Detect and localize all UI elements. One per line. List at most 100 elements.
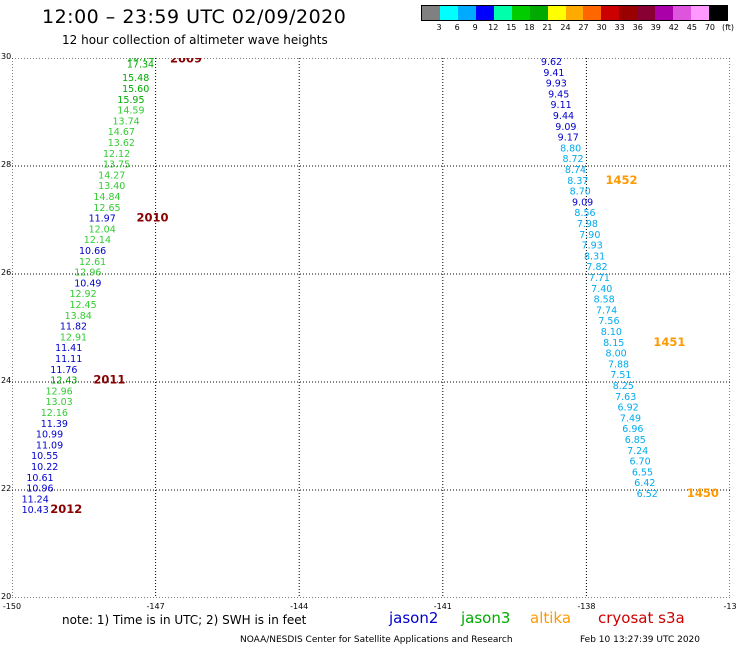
wave-height-label: 11.11 — [55, 354, 82, 365]
x-tick-label: -138 — [577, 602, 596, 611]
map-subtitle: 12 hour collection of altimeter wave hei… — [62, 33, 328, 47]
wave-height-label: 16.74 — [127, 58, 154, 64]
wave-height-label: 6.70 — [629, 457, 650, 468]
mission-cryosat: cryosat s3a — [598, 609, 685, 627]
wave-height-label: 10.22 — [31, 462, 58, 473]
mission-altika: altika — [530, 609, 572, 627]
wave-height-label: 12.45 — [69, 300, 96, 311]
wave-height-label: 12.04 — [89, 224, 116, 235]
mission-jason3: jason3 — [461, 609, 511, 627]
time-stamp-label: 1450 — [687, 486, 719, 500]
legend-swatch — [529, 6, 548, 20]
wave-height-label: 13.84 — [65, 311, 92, 322]
wave-height-label: 12.96 — [74, 268, 101, 279]
wave-height-label: 11.76 — [50, 365, 77, 376]
legend-label: 36 — [632, 23, 643, 32]
wave-height-label: 12.92 — [69, 289, 96, 300]
color-legend: 3 6 9 12 15 18 21 24 27 30 33 36 39 42 45 70 (ft) — [421, 5, 735, 35]
legend-swatch — [619, 6, 638, 20]
y-tick-label: 30 — [1, 52, 12, 61]
legend-label: 21 — [542, 23, 553, 32]
legend-label: 42 — [668, 23, 679, 32]
wave-height-label: 9.11 — [551, 100, 572, 111]
wave-height-label: 15.48 — [122, 73, 149, 84]
legend-swatch — [601, 6, 620, 20]
legend-labels: 3 6 9 12 15 18 21 24 27 30 33 36 39 42 45 70 (ft) — [421, 21, 735, 35]
wave-height-label: 15.60 — [122, 84, 149, 95]
y-tick-label: 20 — [1, 592, 12, 601]
footer-credit: NOAA/NESDIS Center for Satellite Applica… — [240, 635, 513, 645]
wave-height-label: 8.70 — [570, 187, 591, 198]
y-tick-label: 28 — [1, 160, 12, 169]
legend-swatch — [583, 6, 602, 20]
x-tick-label: -147 — [146, 602, 165, 611]
wave-height-label: 8.74 — [565, 165, 586, 176]
wave-height-label: 10.96 — [26, 484, 53, 495]
wave-height-label: 11.39 — [41, 419, 68, 430]
wave-height-label: 6.92 — [618, 403, 639, 414]
wave-height-label: 8.58 — [594, 295, 615, 306]
wave-height-label: 8.15 — [603, 338, 624, 349]
wave-height-label: 12.61 — [79, 257, 106, 268]
wave-height-label: 8.56 — [574, 208, 595, 219]
legend-swatch — [691, 6, 709, 20]
wave-height-label: 14.84 — [93, 192, 120, 203]
wave-height-label: 9.17 — [558, 133, 579, 144]
legend-label: 6 — [454, 23, 460, 32]
wave-height-label: 6.42 — [634, 478, 655, 489]
map-title: 12:00 – 23:59 UTC 02/09/2020 — [42, 6, 347, 28]
wave-height-label: 10.55 — [31, 451, 58, 462]
wave-height-label: 7.93 — [582, 241, 603, 252]
legend-label: 27 — [578, 23, 589, 32]
wave-height-label: 8.37 — [567, 176, 588, 187]
legend-swatch — [637, 6, 656, 20]
legend-swatch — [511, 6, 530, 20]
note-text: note: 1) Time is in UTC; 2) SWH is in fe… — [62, 613, 307, 627]
wave-height-label: 8.72 — [562, 154, 583, 165]
legend-label: 24 — [560, 23, 571, 32]
time-stamp-label: 2012 — [50, 502, 82, 516]
legend-swatch — [439, 6, 458, 20]
wave-height-label: 7.49 — [620, 413, 641, 424]
wave-height-label: 9.09 — [572, 197, 593, 208]
wave-height-label: 7.74 — [596, 305, 617, 316]
legend-swatch — [493, 6, 512, 20]
y-tick-label: 24 — [1, 376, 12, 385]
wave-height-label: 8.31 — [584, 251, 605, 262]
wave-height-label: 8.80 — [560, 143, 581, 154]
wave-height-label: 9.41 — [543, 68, 564, 79]
wave-height-label: 6.85 — [625, 435, 646, 446]
legend-label: 12 — [488, 23, 499, 32]
y-tick-label: 26 — [1, 268, 12, 277]
footer-timestamp: Feb 10 13:27:39 UTC 2020 — [580, 635, 700, 645]
wave-height-label: 10.49 — [74, 278, 101, 289]
wave-height-label: 11.41 — [55, 343, 82, 354]
mission-jason2: jason2 — [389, 609, 439, 627]
legend-label: 18 — [524, 23, 535, 32]
wave-height-label: 12.91 — [60, 332, 87, 343]
wave-height-label: 9.09 — [555, 122, 576, 133]
wave-height-label: 6.55 — [632, 467, 653, 478]
wave-height-label: 14.27 — [98, 170, 125, 181]
x-tick-label: -144 — [290, 602, 309, 611]
wave-height-label: 9.93 — [546, 79, 567, 90]
wave-height-label: 12.16 — [41, 408, 68, 419]
wave-height-label: 7.51 — [610, 370, 631, 381]
time-stamp-label: 2011 — [93, 373, 125, 387]
time-stamp-label: 2009 — [170, 58, 202, 65]
wave-height-label: 8.25 — [613, 381, 634, 392]
wave-height-label: 11.82 — [60, 322, 87, 333]
legend-swatch — [673, 6, 692, 20]
wave-height-label: 10.99 — [36, 430, 63, 441]
wave-height-label: 7.63 — [615, 392, 636, 403]
wave-height-label: 9.44 — [553, 111, 574, 122]
legend-swatch — [565, 6, 584, 20]
legend-label: 33 — [614, 23, 625, 32]
time-stamp-label: 1452 — [606, 173, 638, 187]
wave-height-label: 9.62 — [541, 58, 562, 68]
legend-swatch — [547, 6, 566, 20]
wave-height-label: 13.74 — [113, 116, 140, 127]
legend-label: 45 — [686, 23, 697, 32]
grid-lines — [12, 58, 730, 598]
